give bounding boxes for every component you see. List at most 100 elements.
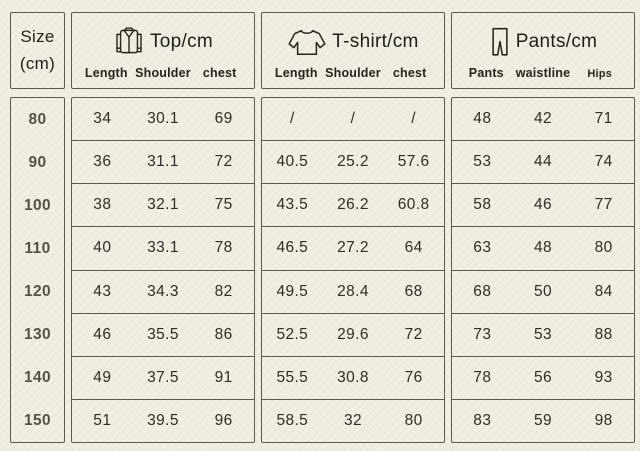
size-value: 100: [23, 196, 52, 214]
table-cell: 28.4: [337, 282, 369, 300]
table-cell: 50: [533, 282, 553, 300]
table-cell: 77: [594, 196, 613, 214]
table-row: 52.5 29.6 72: [262, 312, 444, 356]
table-cell: 63: [473, 239, 492, 257]
top-data: 34 30.1 69 36 31.1 72 38 32.1 75 40 33.1…: [71, 97, 255, 443]
table-cell: 53: [533, 325, 553, 343]
column-label: Shoulder: [325, 66, 381, 80]
table-cell: 32.1: [147, 196, 179, 214]
table-cell: 29.6: [337, 325, 369, 343]
table-cell: 80: [594, 239, 613, 257]
table-cell: 96: [214, 411, 233, 429]
table-cell: 26.2: [337, 196, 369, 214]
table-cell: 80: [404, 411, 423, 429]
column-label: waistline: [515, 66, 571, 80]
size-value: 110: [24, 239, 51, 257]
table-cell: /: [350, 110, 356, 128]
table-row: 73 53 88: [452, 312, 634, 356]
table-cell: 49: [93, 368, 112, 386]
size-value: 140: [23, 368, 52, 386]
table-row: 63 48 80: [452, 226, 634, 269]
tshirt-header: T-shirt/cm Length Shoulder chest: [261, 12, 445, 89]
table-row: 49 37.5 91: [72, 355, 254, 399]
table-cell: 46: [93, 325, 112, 343]
table-cell: 53: [473, 153, 492, 171]
table-cell: 37.5: [147, 368, 179, 386]
table-cell: 48: [473, 110, 492, 128]
table-cell: 58: [473, 196, 492, 214]
top-header: Top/cm Length Shoulder chest: [71, 12, 255, 89]
table-cell: /: [411, 110, 417, 128]
table-cell: 25.2: [337, 153, 369, 171]
table-cell: 42: [533, 110, 553, 128]
table-cell: 27.2: [337, 239, 369, 257]
tshirt-icon: [287, 27, 327, 57]
column-label: Hips: [587, 68, 612, 80]
table-cell: 31.1: [147, 153, 179, 171]
table-cell: 72: [404, 325, 423, 343]
table-row: / / /: [262, 98, 444, 140]
table-cell: 36: [93, 153, 112, 171]
table-row: 78 56 93: [452, 355, 634, 399]
column-label: Length: [274, 66, 318, 80]
table-row: 46.5 27.2 64: [262, 226, 444, 269]
tshirt-title-row: T-shirt/cm: [262, 13, 444, 66]
table-cell: 86: [214, 325, 233, 343]
pants-icon: [489, 26, 511, 58]
table-cell: 39.5: [147, 411, 179, 429]
table-cell: 40.5: [276, 153, 309, 171]
table-cell: 32: [343, 411, 363, 429]
table-cell: 46: [533, 196, 553, 214]
table-cell: 68: [404, 282, 423, 300]
table-cell: 74: [594, 153, 613, 171]
table-cell: 43: [93, 282, 112, 300]
table-cell: 68: [473, 282, 492, 300]
table-row: 58.5 32 80: [262, 398, 444, 442]
table-cell: 69: [214, 110, 233, 128]
pants-subcolumns: Pants waistline Hips: [452, 66, 634, 88]
size-header-line2: (cm): [19, 53, 56, 73]
table-row: 46 35.5 86: [72, 312, 254, 356]
table-cell: 91: [214, 368, 233, 386]
table-row: 58 46 77: [452, 183, 634, 226]
table-cell: 57.6: [397, 153, 430, 171]
table-row: 40.5 25.2 57.6: [262, 140, 444, 183]
table-row: 43.5 26.2 60.8: [262, 183, 444, 226]
table-row: 34 30.1 69: [72, 98, 254, 140]
column-label: Length: [84, 66, 128, 80]
table-cell: 52.5: [276, 325, 309, 343]
table-cell: 30.8: [337, 368, 369, 386]
table-row: 43 34.3 82: [72, 269, 254, 313]
column-label: Shoulder: [135, 66, 191, 80]
table-cell: 78: [473, 368, 492, 386]
size-header-line1: Size: [20, 27, 55, 47]
top-subcolumns: Length Shoulder chest: [72, 66, 254, 88]
tshirt-title: T-shirt/cm: [332, 30, 419, 52]
column-label: Pants: [468, 66, 504, 80]
table-cell: 64: [404, 239, 423, 257]
table-row: 55.5 30.8 76: [262, 355, 444, 399]
table-row: 68 50 84: [452, 269, 634, 313]
size-value: 130: [23, 325, 52, 343]
table-cell: 55.5: [276, 368, 309, 386]
table-row: 49.5 28.4 68: [262, 269, 444, 313]
table-cell: 71: [594, 110, 613, 128]
table-cell: 56: [533, 368, 553, 386]
tshirt-data: / / / 40.5 25.2 57.6 43.5 26.2 60.8 46.5…: [261, 97, 445, 443]
size-value: 80: [28, 110, 47, 128]
table-cell: 84: [594, 282, 613, 300]
top-title: Top/cm: [149, 30, 214, 52]
pants-title-row: Pants/cm: [452, 13, 634, 66]
table-cell: 48: [533, 239, 553, 257]
size-value: 90: [28, 153, 47, 171]
table-cell: 34.3: [147, 282, 179, 300]
table-cell: 88: [594, 325, 613, 343]
table-cell: 49.5: [276, 282, 309, 300]
table-cell: 46.5: [276, 239, 309, 257]
size-header: Size (cm): [10, 12, 65, 89]
table-cell: 60.8: [397, 196, 430, 214]
table-cell: 98: [594, 411, 613, 429]
table-cell: 30.1: [147, 110, 179, 128]
table-cell: 58.5: [276, 411, 309, 429]
